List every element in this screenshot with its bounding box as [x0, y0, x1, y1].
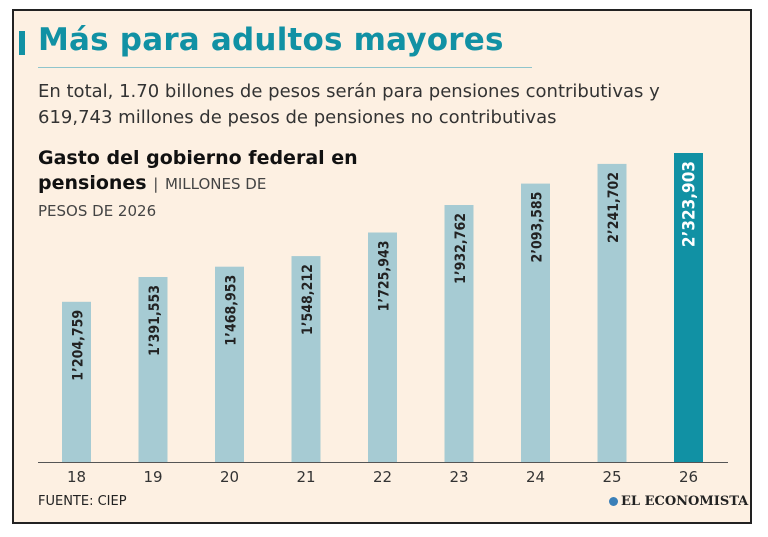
- brand-name: EL ECONOMISTA: [621, 494, 749, 509]
- data-label-23: 1’932,762: [453, 213, 469, 284]
- bar-25: [597, 163, 627, 462]
- bar-22: [368, 232, 397, 462]
- x-tick-22: 22: [373, 468, 392, 486]
- brand-globe-icon: [609, 497, 618, 506]
- title-underline: [38, 67, 532, 68]
- chart-heading: Gasto del gobierno federal en pensiones …: [38, 146, 368, 197]
- data-label-22: 1’725,943: [377, 241, 393, 312]
- x-tick-24: 24: [526, 468, 545, 486]
- x-tick-26: 26: [679, 468, 698, 486]
- x-tick-25: 25: [602, 468, 621, 486]
- bar-21: [291, 256, 321, 462]
- data-label-21: 1’548,212: [300, 264, 316, 335]
- x-tick-20: 20: [220, 468, 239, 486]
- x-tick-19: 19: [143, 468, 162, 486]
- bar-24: [521, 183, 550, 462]
- chart-heading-text: Gasto del gobierno federal en pensiones: [38, 147, 358, 194]
- unit-label-line2: PESOS DE 2026: [38, 202, 157, 220]
- bar-23: [444, 205, 474, 462]
- bar-26: [674, 153, 703, 462]
- unit-separator: |: [153, 175, 159, 193]
- bar-18: [62, 301, 91, 462]
- x-tick-21: 21: [296, 468, 315, 486]
- unit-label-line1: MILLONES DE: [164, 175, 267, 193]
- bar-19: [138, 277, 168, 462]
- data-label-20: 1’468,953: [224, 275, 240, 346]
- data-label-18: 1’204,759: [71, 310, 87, 381]
- title-accent-bar: [19, 31, 25, 55]
- title: Más para adultos mayores: [38, 22, 504, 58]
- data-label-24: 2’093,585: [530, 192, 546, 263]
- subtitle: En total, 1.70 billones de pesos serán p…: [38, 81, 660, 128]
- data-label-26: 2’323,903: [680, 161, 700, 247]
- brand-logo: EL ECONOMISTA: [609, 494, 748, 509]
- x-tick-23: 23: [449, 468, 468, 486]
- data-label-25: 2’241,702: [606, 172, 622, 243]
- bar-20: [215, 266, 244, 462]
- data-label-19: 1’391,553: [147, 285, 163, 356]
- x-tick-18: 18: [67, 468, 86, 486]
- source-note: FUENTE: CIEP: [38, 494, 127, 509]
